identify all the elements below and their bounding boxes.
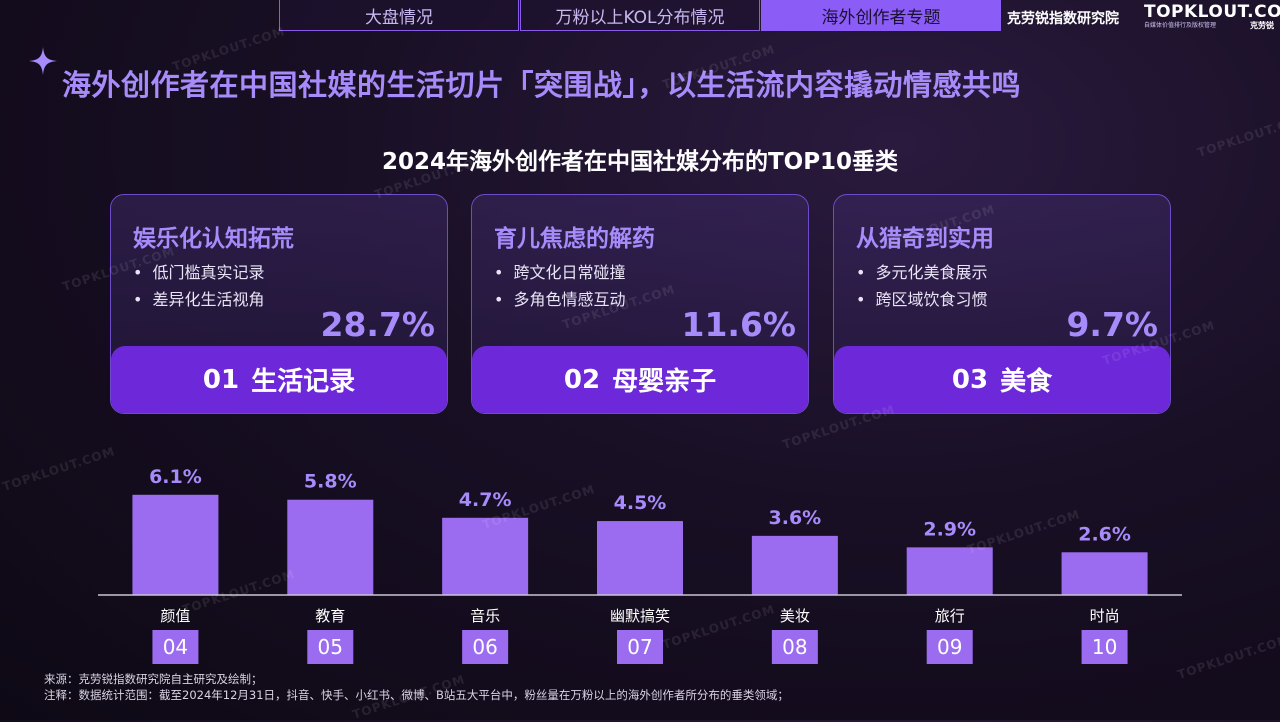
card-bullet: 低门槛真实记录 (133, 259, 264, 286)
rank-label: 10 (1092, 635, 1117, 659)
rank-box (462, 630, 509, 664)
data-label: 6.1% (149, 466, 202, 488)
tab-kol-distribution[interactable]: 万粉以上KOL分布情况 (520, 0, 760, 31)
bar (906, 547, 993, 595)
data-label: 2.6% (1078, 523, 1131, 545)
card-rank: 03 (951, 364, 989, 395)
card-category-banner: 03 美食 (834, 346, 1170, 413)
category-card-1: 娱乐化认知拓荒 低门槛真实记录 差异化生活视角 28.7% 01 生活记录 (110, 194, 448, 414)
category-label: 幽默搞笑 (610, 607, 670, 625)
chart-title: 2024年海外创作者在中国社媒分布的TOP10垂类 (381, 149, 899, 175)
brand-name: 克劳锐指数研究院 (1007, 11, 1119, 27)
data-label: 5.8% (304, 471, 357, 493)
note-line: 注释：数据统计范围：截至2024年12月31日，抖音、快手、小红书、微博、B站五… (44, 688, 789, 702)
bar (597, 521, 683, 595)
card-title: 育儿焦虑的解药 (494, 226, 655, 252)
rank-box (617, 630, 663, 664)
category-card-3: 从猎奇到实用 多元化美食展示 跨区域饮食习惯 9.7% 03 美食 (833, 194, 1171, 414)
bar-chart: 6.1% 颜值 04 5.8% 教育 05 4.7% 音乐 06 4.5% 幽默搞笑 07 3.6% 美妆… (98, 466, 1182, 664)
bar (442, 517, 529, 595)
category-label: 美妆 (780, 607, 810, 625)
brand-logo-subline: 自媒体价值排行及版权管理 克劳锐 (1144, 21, 1274, 30)
tab-market-overview[interactable]: 大盘情况 (279, 0, 519, 31)
card-bullet: 跨区域饮食习惯 (856, 286, 987, 313)
rank-box (771, 630, 818, 664)
category-label: 时尚 (1090, 607, 1120, 625)
rank-label: 05 (318, 635, 343, 659)
data-label: 4.7% (459, 489, 512, 511)
bar (1061, 552, 1148, 595)
data-label: 3.6% (769, 507, 822, 529)
card-bullet: 多角色情感互动 (494, 286, 625, 313)
card-title: 娱乐化认知拓荒 (133, 226, 294, 252)
rank-label: 07 (627, 635, 652, 659)
rank-box (307, 630, 354, 664)
rank-label: 08 (782, 635, 807, 659)
card-category: 美食 (1000, 367, 1053, 397)
sparkle-icon (29, 47, 57, 75)
brand-logo-cn: 克劳锐 (1250, 21, 1274, 30)
card-title: 从猎奇到实用 (856, 226, 994, 252)
bar (287, 499, 374, 595)
card-category-banner: 02 母婴亲子 (472, 346, 808, 413)
bar (132, 494, 219, 595)
category-label: 颜值 (160, 607, 190, 625)
card-category: 母婴亲子 (612, 367, 717, 397)
card-category: 生活记录 (251, 367, 356, 397)
card-percentage: 9.7% (1066, 305, 1158, 344)
card-bullet: 多元化美食展示 (856, 259, 987, 286)
card-category-banner: 01 生活记录 (111, 346, 447, 413)
rank-label: 04 (163, 635, 188, 659)
category-label: 旅行 (935, 607, 965, 625)
rank-box (152, 630, 199, 664)
card-bullets: 低门槛真实记录 差异化生活视角 (133, 259, 264, 313)
card-bullet: 差异化生活视角 (133, 286, 264, 313)
brand-logo-text: TOPKLOUT.COM (1144, 2, 1280, 22)
source-line: 来源：克劳锐指数研究院自主研究及绘制； (44, 672, 263, 686)
rank-box (926, 630, 973, 664)
category-label: 教育 (315, 607, 345, 625)
top-nav-tabs: 大盘情况 万粉以上KOL分布情况 海外创作者专题 (279, 0, 1002, 32)
card-bullets: 多元化美食展示 跨区域饮食习惯 (856, 259, 987, 313)
card-rank: 01 (202, 364, 240, 395)
rank-label: 06 (472, 635, 497, 659)
card-percentage: 11.6% (681, 305, 797, 344)
page-headline: 海外创作者在中国社媒的生活切片「突围战」，以生活流内容撬动情感共鸣 (62, 68, 1022, 102)
sources-notes: 来源：克劳锐指数研究院自主研究及绘制； 注释：数据统计范围：截至2024年12月… (44, 671, 789, 703)
card-rank: 02 (563, 364, 601, 395)
card-bullet: 跨文化日常碰撞 (494, 259, 625, 286)
data-label: 4.5% (614, 492, 667, 514)
rank-label: 09 (937, 635, 962, 659)
bar (751, 535, 838, 595)
tab-overseas-creators[interactable]: 海外创作者专题 (761, 0, 1001, 31)
category-card-2: 育儿焦虑的解药 跨文化日常碰撞 多角色情感互动 11.6% 02 母婴亲子 (471, 194, 809, 414)
data-label: 2.9% (923, 518, 976, 540)
brand-logo: TOPKLOUT.COM 自媒体价值排行及版权管理 克劳锐 (1144, 2, 1280, 30)
card-bullets: 跨文化日常碰撞 多角色情感互动 (494, 259, 625, 313)
category-label: 音乐 (470, 607, 500, 625)
rank-box (1081, 630, 1128, 664)
card-percentage: 28.7% (320, 305, 436, 344)
brand-logo-tagline: 自媒体价值排行及版权管理 (1144, 22, 1217, 29)
